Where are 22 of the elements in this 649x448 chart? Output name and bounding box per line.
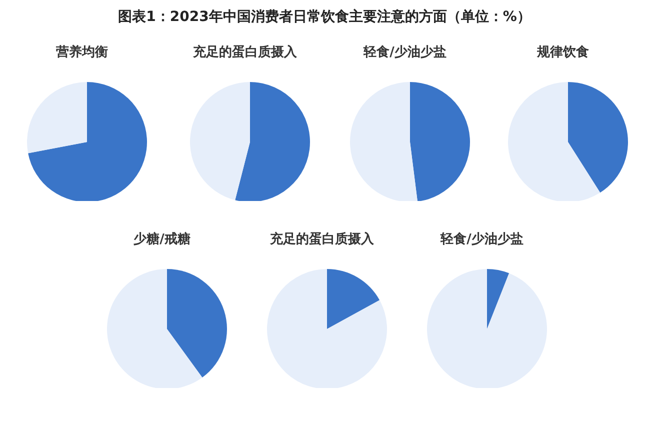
text: 图表1：2023年中国消费者日常饮食主要注意的方面（单位：%） <box>117 8 532 26</box>
pie-slice <box>487 269 510 329</box>
pie-slice <box>27 82 87 154</box>
pie-slice <box>167 269 227 378</box>
pie-slice <box>235 82 310 201</box>
pie-slice <box>410 82 470 201</box>
pie-slice <box>327 269 380 329</box>
pie-slice <box>190 82 250 200</box>
pie-slice <box>28 82 147 201</box>
chart-title: 轻食/少油少盐 <box>362 44 448 62</box>
pie-slice <box>267 269 387 388</box>
pie-slice <box>107 269 202 388</box>
chart-title: 营养均衡 <box>55 44 109 62</box>
pie-slice <box>350 82 418 201</box>
chart-title: 轻食/少油少盐 <box>439 231 524 249</box>
chart-title: 充足的蛋白质摄入 <box>269 230 375 249</box>
chart-title: 规律饮食 <box>536 44 590 62</box>
chart-title: 充足的蛋白质摄入 <box>192 44 298 62</box>
pie-slice <box>568 82 628 193</box>
chart-title: 少糖/戒糖 <box>132 230 192 249</box>
pie-slice <box>508 82 600 201</box>
pie-slice <box>427 269 547 388</box>
